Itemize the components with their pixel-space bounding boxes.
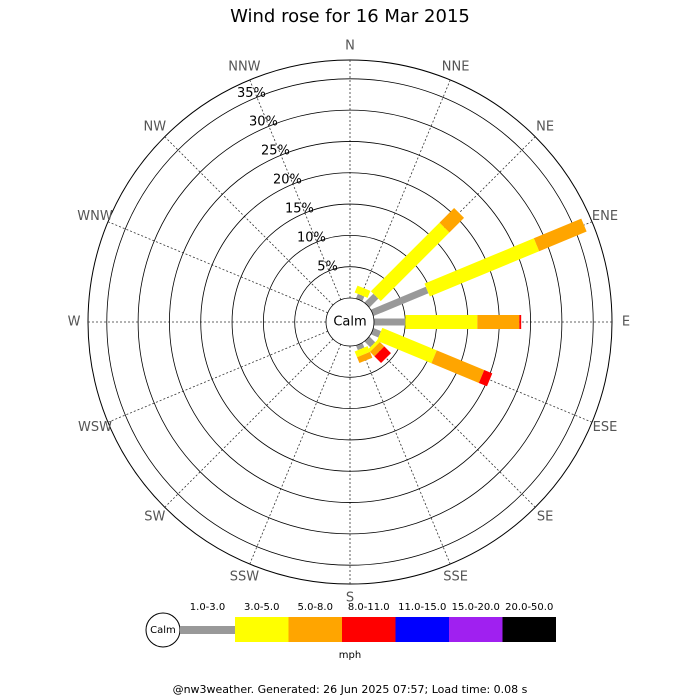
direction-label: E	[622, 315, 630, 330]
legend-label: 20.0-50.0	[505, 602, 553, 613]
wind-bar-segment	[354, 285, 371, 298]
r-tick-label: 5%	[317, 259, 338, 274]
legend-swatch	[180, 626, 235, 634]
legend-swatch	[288, 617, 342, 642]
wind-bar-segment	[424, 238, 540, 297]
wind-bar-segment	[367, 339, 380, 352]
legend-label: 1.0-3.0	[190, 602, 225, 613]
wind-bar-segment	[364, 336, 376, 348]
grid-ring	[106, 78, 594, 566]
r-tick-label: 30%	[249, 115, 278, 130]
direction-label: NNE	[442, 60, 470, 75]
legend-calm-label: Calm	[150, 625, 176, 636]
wind-bar-segment	[478, 370, 493, 387]
legend-unit: mph	[339, 650, 361, 661]
legend-label: 11.0-15.0	[398, 602, 446, 613]
r-tick-label: 25%	[261, 144, 290, 159]
wind-bar-segment	[370, 286, 429, 317]
direction-label: ESE	[593, 420, 618, 435]
wind-bar-segment	[533, 218, 587, 252]
wind-bar-segment	[369, 341, 385, 357]
legend-label: 15.0-20.0	[452, 602, 500, 613]
calm-circle	[325, 297, 375, 347]
legend-label: 5.0-8.0	[298, 602, 333, 613]
direction-label: ENE	[592, 209, 618, 224]
wind-bar-segment	[354, 346, 370, 358]
direction-label: SE	[537, 510, 553, 525]
r-tick-label: 35%	[237, 86, 266, 101]
grid-ring	[137, 109, 563, 535]
wind-bar-segment	[377, 327, 437, 364]
direction-label: SW	[144, 510, 165, 525]
legend-swatch	[235, 617, 289, 642]
wind-bar-segment	[355, 342, 365, 351]
direction-label: NNW	[228, 60, 260, 75]
direction-label: W	[68, 315, 81, 330]
direction-label: S	[346, 591, 354, 606]
r-tick-label: 10%	[297, 230, 326, 245]
wind-bar-segment	[374, 346, 391, 363]
legend-swatch	[342, 617, 396, 642]
calm-label: Calm	[333, 315, 366, 330]
legend-swatch	[449, 617, 503, 642]
wind-bar-segment	[370, 222, 450, 302]
wind-bar-segment	[355, 293, 365, 302]
footer: @nw3weather. Generated: 26 Jun 2025 07:5…	[173, 683, 528, 696]
direction-label: WNW	[77, 209, 113, 224]
wind-bar-segment	[439, 207, 465, 233]
r-tick-label: 20%	[273, 173, 302, 188]
chart-title: Wind rose for 16 Mar 2015	[230, 6, 470, 27]
r-tick-label: 15%	[285, 202, 314, 217]
legend-swatch	[502, 617, 556, 642]
wind-bar-segment	[364, 293, 379, 308]
direction-label: SSW	[230, 569, 260, 584]
legend-label: 3.0-5.0	[244, 602, 279, 613]
direction-label: N	[345, 39, 355, 54]
legend-swatch	[395, 617, 449, 642]
wind-bar-segment	[431, 350, 485, 383]
wind-bar-segment	[370, 327, 382, 338]
grid-ring	[169, 141, 531, 503]
wind-bar-segment	[357, 351, 373, 364]
direction-label: WSW	[78, 420, 112, 435]
legend-label: 8.0-11.0	[348, 602, 390, 613]
direction-label: NE	[536, 119, 554, 134]
direction-label: NW	[144, 119, 167, 134]
direction-label: SSE	[443, 569, 468, 584]
